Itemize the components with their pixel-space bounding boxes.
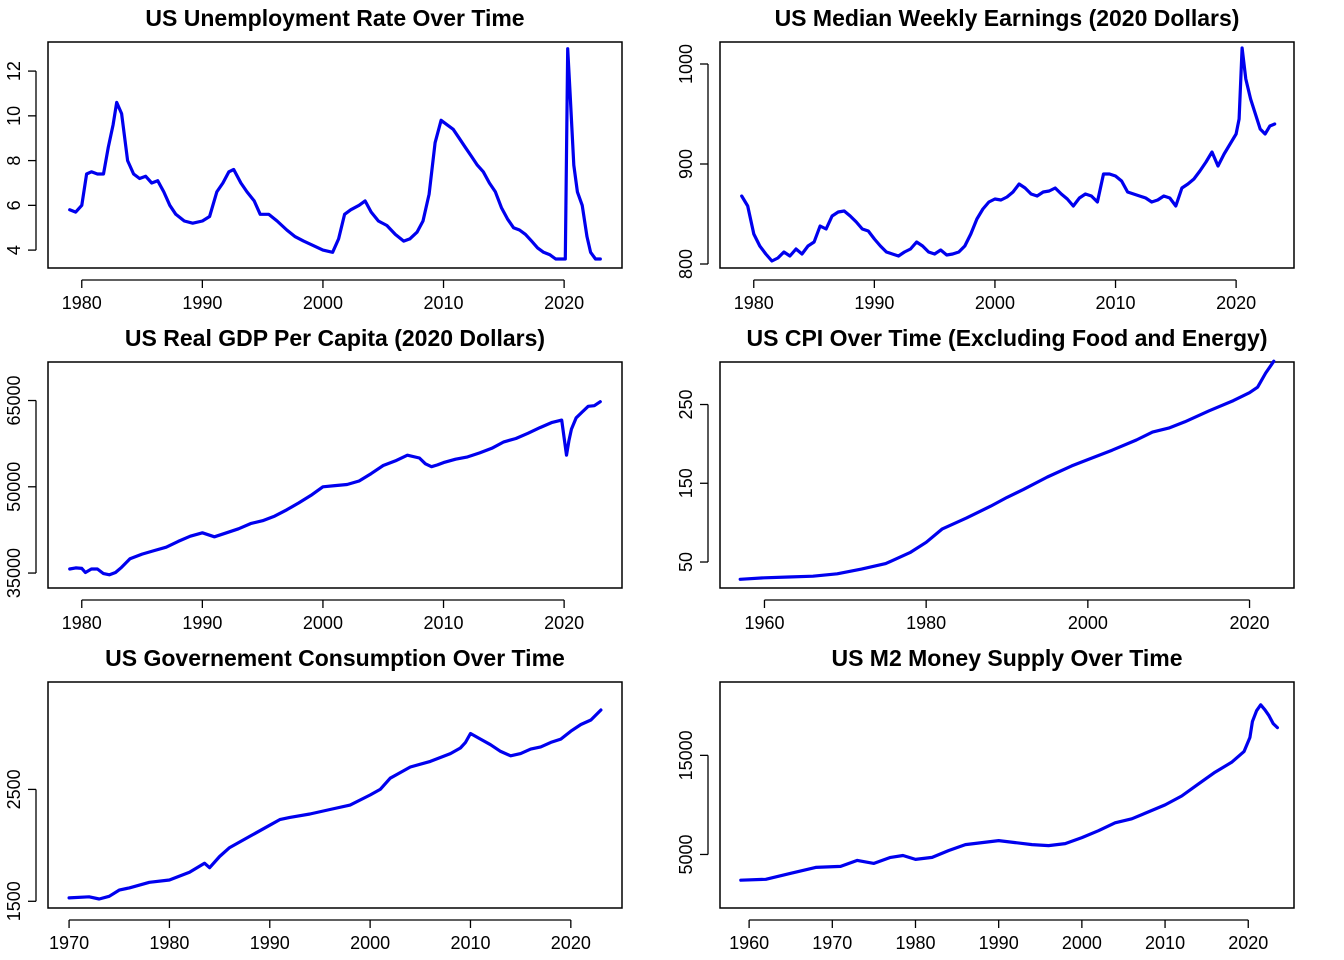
x-tick-label: 1990 [979,933,1019,953]
x-tick-label: 2020 [544,293,584,313]
x-tick-label: 1980 [62,293,102,313]
chart-title: US Governement Consumption Over Time [105,645,565,671]
series-line [738,359,1276,581]
x-tick-label: 2000 [350,933,390,953]
series-line [67,708,603,901]
x-tick-label: 1980 [906,613,946,633]
x-tick-label: 1980 [62,613,102,633]
chart-panel-3: US Real GDP Per Capita (2020 Dollars) 198… [4,325,623,633]
x-tick-label: 2010 [1096,293,1136,313]
y-tick-label: 1000 [676,44,696,84]
series-line [68,47,602,261]
chart-title: US CPI Over Time (Excluding Food and Ene… [747,325,1268,351]
x-tick-label: 1990 [182,613,222,633]
x-tick-label: 1980 [734,293,774,313]
x-tick-label: 1970 [812,933,852,953]
y-tick-label: 150 [676,468,696,498]
plot-frame [719,41,1295,269]
y-tick-label: 50000 [4,462,24,512]
chart-panel-5: US Governement Consumption Over Time 1970… [4,645,623,953]
plot-frame [719,361,1295,589]
y-tick-label: 1500 [4,881,24,921]
x-tick-label: 1990 [250,933,290,953]
x-tick-label: 2020 [551,933,591,953]
y-tick-label: 12 [4,61,24,81]
series-line [740,46,1277,263]
x-tick-label: 1990 [854,293,894,313]
chart-title: US M2 Money Supply Over Time [831,645,1182,671]
series-line [68,400,602,577]
x-tick-label: 2020 [1230,613,1270,633]
y-tick-label: 8 [4,156,24,166]
chart-panel-2: US Median Weekly Earnings (2020 Dollars)… [676,5,1295,313]
plot-frame [47,361,623,589]
x-tick-label: 1990 [182,293,222,313]
x-tick-label: 1960 [729,933,769,953]
y-tick-label: 50 [676,552,696,572]
plot-frame [47,681,623,909]
y-tick-label: 35000 [4,548,24,598]
x-tick-label: 2000 [303,293,343,313]
y-tick-label: 15000 [676,730,696,780]
x-tick-label: 2020 [544,613,584,633]
y-tick-label: 6 [4,200,24,210]
y-tick-label: 900 [676,149,696,179]
chart-panel-1: US Unemployment Rate Over Time 1980 1990 20… [4,5,623,313]
x-tick-label: 1960 [744,613,784,633]
x-tick-label: 1980 [149,933,189,953]
series-line [739,703,1280,882]
y-tick-label: 800 [676,249,696,279]
chart-title: US Median Weekly Earnings (2020 Dollars) [775,5,1240,31]
x-tick-label: 2000 [1068,613,1108,633]
y-tick-label: 5000 [676,834,696,874]
plot-frame [719,681,1295,909]
y-tick-label: 250 [676,389,696,419]
x-tick-label: 2020 [1228,933,1268,953]
y-tick-label: 65000 [4,375,24,425]
x-tick-label: 2000 [975,293,1015,313]
x-tick-label: 2020 [1216,293,1256,313]
chart-panel-4: US CPI Over Time (Excluding Food and Ene… [676,325,1295,633]
x-tick-label: 1970 [49,933,89,953]
plot-frame [47,41,623,269]
chart-title: US Real GDP Per Capita (2020 Dollars) [125,325,545,351]
chart-panel-6: US M2 Money Supply Over Time 1960 1970 1980… [676,645,1295,953]
x-tick-label: 2010 [1145,933,1185,953]
x-tick-label: 2010 [424,613,464,633]
x-tick-label: 1980 [895,933,935,953]
x-tick-label: 2010 [450,933,490,953]
x-tick-label: 2000 [303,613,343,633]
x-tick-label: 2010 [424,293,464,313]
y-tick-label: 4 [4,245,24,255]
y-tick-label: 10 [4,106,24,126]
y-tick-label: 2500 [4,769,24,809]
x-tick-label: 2000 [1062,933,1102,953]
chart-title: US Unemployment Rate Over Time [145,5,524,31]
